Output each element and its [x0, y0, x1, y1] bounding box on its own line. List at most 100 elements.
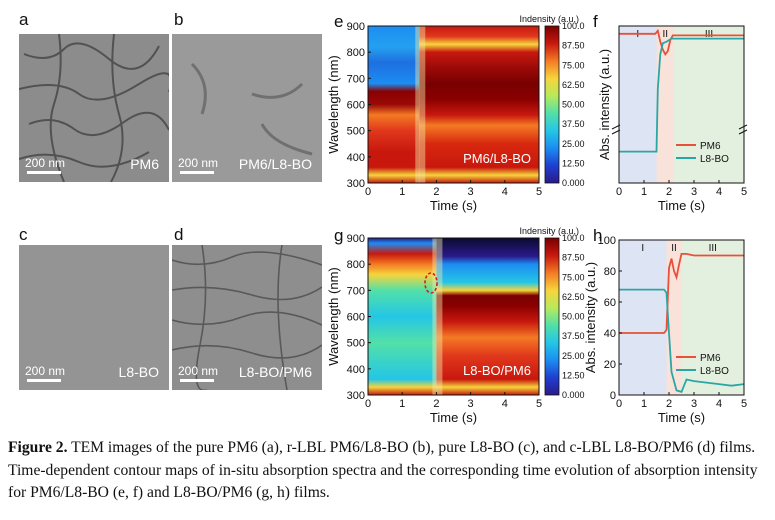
colorbar-tick-label: 25.00: [562, 139, 585, 149]
x-tick-label: 5: [741, 186, 747, 198]
heatmap-region-before: [368, 26, 420, 183]
x-tick-label: 2: [433, 186, 439, 198]
x-tick-label: 5: [741, 398, 747, 410]
tem-image-l8bo-pm6: 200 nm L8-BO/PM6: [172, 245, 322, 390]
region-label: I: [641, 243, 644, 254]
scale-text: 200 nm: [178, 156, 219, 170]
x-tick-label: 0: [365, 186, 371, 198]
scale-bar: [180, 171, 214, 174]
x-tick-label: 2: [433, 398, 439, 410]
heatmap-region-before: [368, 238, 437, 395]
colorbar-tick-label: 12.50: [562, 370, 585, 380]
region-label: III: [709, 243, 717, 254]
axis-break-left: [611, 124, 621, 135]
y-tick-label: 400: [347, 364, 365, 376]
tem-image-pm6-l8bo: 200 nm PM6/L8-BO: [172, 34, 322, 182]
series-line-PM6: [619, 253, 744, 334]
legend-entry: PM6: [700, 353, 721, 364]
colorbar-tick-label: 37.50: [562, 331, 585, 341]
y-tick-label: 40: [604, 328, 616, 340]
legend-entry: L8-BO: [700, 366, 729, 377]
scale-bar: [180, 379, 214, 382]
colorbar-tick-label: 25.00: [562, 351, 585, 361]
series-line-L8-BO: [619, 288, 745, 393]
tem-image-pm6: 200 nm PM6: [19, 34, 169, 182]
heatmap-transition-band: [432, 238, 443, 395]
x-tick-label: 4: [716, 186, 722, 198]
y-tick-label: 800: [347, 47, 365, 59]
colorbar-tick-label: 50.00: [562, 100, 585, 110]
colorbar-tick-label: 37.50: [562, 119, 585, 129]
x-tick-label: 1: [641, 186, 647, 198]
y-tick-label: 500: [347, 126, 365, 138]
tem-texture: [19, 34, 169, 182]
y-tick-label: 700: [347, 285, 365, 297]
colorbar-tick-label: 75.00: [562, 272, 585, 282]
y-tick-label: 900: [347, 233, 365, 245]
panel-e-letter: e: [334, 12, 344, 31]
caption-text: TEM images of the pure PM6 (a), r-LBL PM…: [8, 439, 758, 501]
x-tick-label: 4: [502, 186, 508, 198]
scale-text: 200 nm: [178, 364, 219, 378]
heatmap-region-after: [419, 26, 539, 183]
panel-b-letter: b: [174, 10, 184, 29]
y-tick-label: 0: [610, 390, 616, 402]
y-tick-label: 100: [598, 235, 616, 247]
figure-caption: Figure 2. TEM images of the pure PM6 (a)…: [8, 437, 768, 505]
x-tick-label: 3: [468, 398, 474, 410]
heatmap-transition-band: [415, 26, 426, 183]
y-tick-label: 80: [604, 266, 616, 278]
panel-h-letter: h: [593, 226, 603, 245]
scale-bar: [27, 379, 61, 382]
x-tick-label: 1: [399, 186, 405, 198]
y-axis-label: Abs. intensity (a.u.): [583, 262, 598, 373]
y-tick-label: 900: [347, 21, 365, 33]
y-tick-label: 500: [347, 338, 365, 350]
scale-text: 200 nm: [25, 156, 66, 170]
highlight-circle: [424, 272, 438, 294]
colorbar-tick-label: 87.50: [562, 41, 585, 51]
x-tick-label: 5: [536, 186, 542, 198]
tem-image-l8bo: 200 nm L8-BO: [19, 245, 169, 390]
x-tick-label: 3: [468, 186, 474, 198]
region-shade: [619, 240, 667, 395]
region-label: II: [662, 29, 668, 40]
x-tick-label: 0: [365, 398, 371, 410]
colorbar-tick-label: 0.000: [562, 178, 585, 188]
heatmap-region-after: [436, 238, 539, 395]
panel-f-letter: f: [593, 12, 598, 31]
x-tick-label: 3: [691, 186, 697, 198]
x-tick-label: 4: [716, 398, 722, 410]
y-tick-label: 60: [604, 297, 616, 309]
series-line-PM6: [619, 28, 744, 56]
tem-label: L8-BO/PM6: [238, 364, 312, 380]
panel-a-letter: a: [19, 10, 29, 29]
x-tick-label: 0: [616, 398, 622, 410]
y-axis-label: Wavelength (nm): [326, 267, 341, 366]
plot-frame: [618, 25, 745, 184]
y-axis-label: Wavelength (nm): [326, 55, 341, 154]
x-tick-label: 4: [502, 398, 508, 410]
legend-entry: PM6: [700, 141, 721, 152]
y-tick-label: 300: [347, 178, 365, 190]
x-tick-label: 0: [616, 186, 622, 198]
colorbar-tick-label: 50.00: [562, 312, 585, 322]
x-tick-label: 5: [536, 398, 542, 410]
colorbar: [544, 25, 560, 184]
colorbar: [544, 237, 560, 396]
colorbar-label: Indensity (a.u.): [519, 14, 579, 24]
colorbar-tick-label: 100.0: [562, 21, 585, 31]
colorbar-tick-label: 62.50: [562, 80, 585, 90]
axis-break-right: [738, 124, 748, 135]
colorbar-tick-label: 75.00: [562, 60, 585, 70]
y-axis-label: Abs. intensity (a.u.): [597, 49, 612, 160]
x-axis-label: Time (s): [658, 198, 705, 213]
scale-bar: [27, 171, 61, 174]
tem-texture: [172, 34, 322, 182]
y-tick-label: 800: [347, 259, 365, 271]
panel-g-letter: g: [334, 226, 344, 245]
x-tick-label: 1: [399, 398, 405, 410]
x-axis-label: Time (s): [658, 410, 705, 425]
colorbar-tick-label: 62.50: [562, 292, 585, 302]
